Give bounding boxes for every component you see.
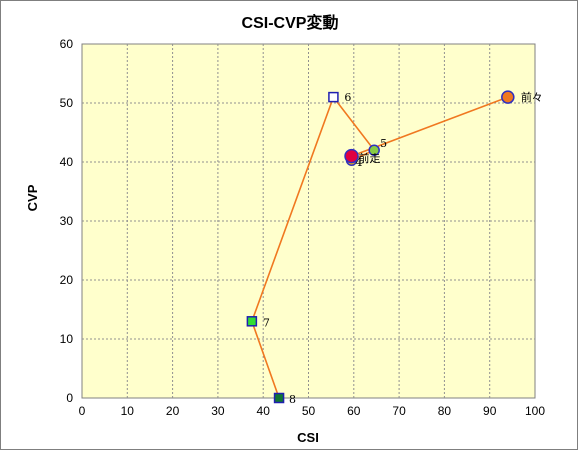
- x-tick-label: 20: [166, 404, 180, 418]
- point-label-5: 5: [380, 137, 387, 150]
- y-tick-label: 50: [60, 96, 74, 110]
- y-tick-label: 30: [60, 214, 74, 228]
- data-point-8: [273, 392, 285, 404]
- data-point-前々: [501, 90, 515, 104]
- x-tick-label: 60: [347, 404, 361, 418]
- x-tick-label: 90: [483, 404, 497, 418]
- x-tick-label: 10: [121, 404, 135, 418]
- data-point-5: [368, 144, 380, 156]
- y-tick-label: 20: [60, 273, 74, 287]
- x-tick-label: 100: [525, 404, 545, 418]
- x-tick-label: 80: [438, 404, 452, 418]
- point-label-前走: 前走: [359, 151, 381, 165]
- point-label-7: 7: [263, 316, 270, 329]
- chart-title: CSI-CVP変動: [242, 13, 339, 32]
- point-label-4: 4: [356, 156, 363, 169]
- y-tick-label: 10: [60, 332, 74, 346]
- data-point-7: [246, 316, 258, 327]
- point-label-6: 6: [344, 91, 351, 104]
- data-point-前走: [344, 148, 359, 164]
- x-tick-label: 70: [392, 404, 406, 418]
- x-tick-label: 50: [302, 404, 316, 418]
- x-tick-label: 30: [211, 404, 225, 418]
- y-tick-label: 60: [60, 37, 74, 51]
- y-tick-label: 40: [60, 155, 74, 169]
- y-axis-title: CVP: [25, 184, 40, 211]
- point-label-8: 8: [289, 393, 296, 406]
- data-point-6: [328, 91, 339, 103]
- x-tick-label: 40: [257, 404, 271, 418]
- point-label-前々: 前々: [521, 90, 543, 104]
- x-tick-label: 0: [79, 404, 86, 418]
- y-tick-label: 0: [66, 391, 73, 405]
- x-axis-title: CSI: [297, 430, 319, 445]
